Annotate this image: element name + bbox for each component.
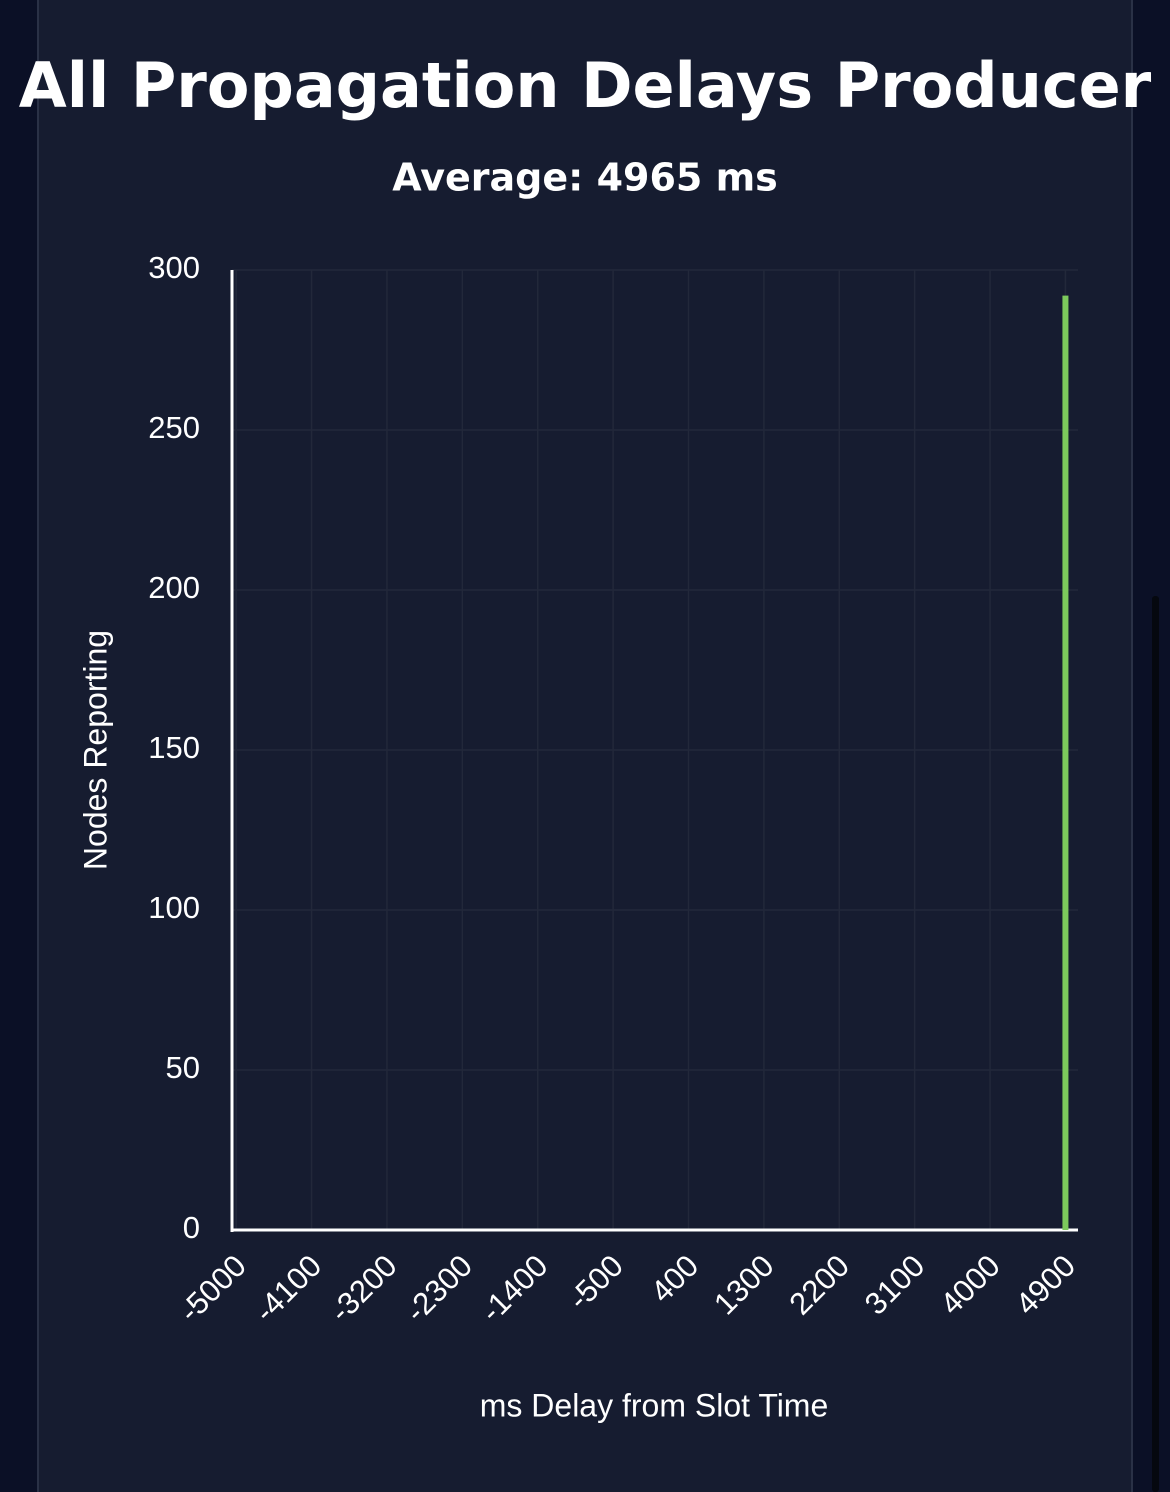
y-tick-label: 0 [183, 1210, 200, 1245]
chart-subtitle: Average: 4965 ms [392, 156, 778, 200]
card [37, 0, 1133, 1492]
chart-title: All Propagation Delays Producer [19, 49, 1152, 122]
y-tick-label: 150 [148, 730, 200, 765]
y-tick-label: 100 [148, 890, 200, 925]
y-tick-label: 250 [148, 410, 200, 445]
y-axis-title: Nodes Reporting [77, 630, 113, 870]
x-axis-title: ms Delay from Slot Time [480, 1387, 829, 1423]
y-tick-label: 300 [148, 250, 200, 285]
scrollbar[interactable] [1152, 596, 1159, 1492]
y-tick-label: 200 [148, 570, 200, 605]
y-tick-label: 50 [166, 1050, 200, 1085]
bar [1062, 295, 1069, 1231]
